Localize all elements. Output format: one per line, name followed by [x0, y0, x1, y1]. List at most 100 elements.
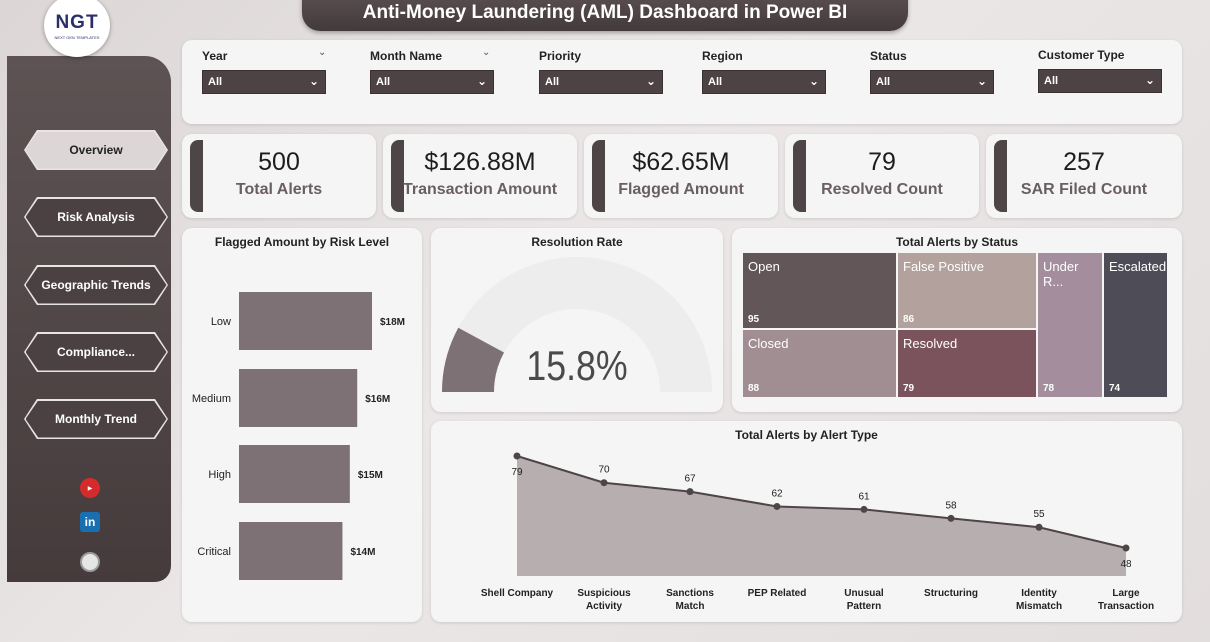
nav-overview[interactable]: Overview [24, 130, 168, 170]
treemap-cell-false-positive[interactable]: False Positive 86 [898, 253, 1036, 328]
nav-overview-label: Overview [69, 143, 123, 157]
resolution-rate-gauge [442, 257, 712, 392]
category-label: Match [676, 601, 705, 612]
risk-chart-title: Flagged Amount by Risk Level [214, 235, 390, 249]
kpi-label: Resolved Count [821, 181, 943, 198]
category-label: Critical [197, 546, 231, 558]
filter-month-select[interactable]: All ⌄ [370, 70, 494, 94]
kpi-accent-bar [592, 140, 605, 212]
data-label: 70 [598, 465, 610, 476]
data-label: $18M [380, 317, 405, 328]
sidebar: Overview Risk Analysis Geographic Trends… [7, 56, 171, 582]
alerts-by-type-card: Total Alerts by Alert Type 79 70 67 62 61 58 5… [431, 421, 1182, 622]
filter-region-label: Region [702, 49, 743, 63]
nav-geographic-trends[interactable]: Geographic Trends [24, 265, 168, 305]
kpi-accent-bar [190, 140, 203, 212]
data-label: 61 [858, 491, 870, 502]
kpi-flagged-amount: $62.65M Flagged Amount [584, 134, 778, 218]
data-label: 48 [1120, 559, 1132, 570]
gauge-title: Resolution Rate [531, 235, 623, 249]
kpi-resolved-count: 79 Resolved Count [785, 134, 979, 218]
data-point[interactable] [686, 488, 694, 496]
nav-risk-analysis-label: Risk Analysis [57, 210, 135, 224]
filter-customer-type-select[interactable]: All ⌄ [1038, 69, 1162, 93]
data-point[interactable] [1035, 523, 1043, 531]
globe-icon[interactable] [78, 550, 102, 574]
nav-risk-analysis[interactable]: Risk Analysis [24, 197, 168, 237]
filter-status-select[interactable]: All ⌄ [870, 70, 994, 94]
treemap-cell-open[interactable]: Open 95 [743, 253, 896, 328]
kpi-label: Transaction Amount [402, 181, 558, 198]
alerts-by-status-treemap: Open 95 False Positive 86 Under R... 78 Esc… [743, 253, 1167, 397]
series-line [516, 455, 1127, 549]
kpi-transaction-amount: $126.88M Transaction Amount [383, 134, 577, 218]
dashboard-title: Anti-Money Laundering (AML) Dashboard in… [302, 0, 908, 31]
kpi-value: 257 [1063, 148, 1105, 176]
kpi-sar-filed-count: 257 SAR Filed Count [986, 134, 1182, 218]
filter-priority-select[interactable]: All ⌄ [539, 70, 663, 94]
bar-low[interactable] [239, 292, 372, 350]
data-point[interactable] [860, 505, 868, 513]
nav-geographic-trends-label: Geographic Trends [41, 278, 151, 292]
gauge-fill [442, 327, 505, 392]
youtube-icon[interactable]: ▶ [78, 476, 102, 500]
chevron-down-icon: ⌄ [976, 74, 987, 88]
bar-high[interactable] [239, 445, 350, 503]
treemap-title: Total Alerts by Status [895, 235, 1019, 249]
filter-region-select[interactable]: All ⌄ [702, 70, 826, 94]
kpi-label: Flagged Amount [618, 181, 744, 198]
filter-status-label: Status [870, 49, 907, 63]
chevron-down-icon: ⌄ [808, 74, 819, 88]
chevron-down-icon[interactable]: ⌄ [318, 47, 327, 58]
area-chart-title: Total Alerts by Alert Type [735, 428, 878, 442]
ngt-logo: NGT NEXT GEN TEMPLATES [44, 0, 110, 57]
logo-text: NGT [55, 11, 99, 33]
area-fill [517, 456, 1126, 576]
data-label: 58 [945, 500, 957, 511]
category-label: Suspicious [577, 588, 631, 599]
chevron-down-icon[interactable]: ⌄ [482, 47, 491, 58]
data-point[interactable] [773, 502, 781, 510]
filters-panel: Year ⌄ All ⌄ Month Name ⌄ All ⌄ Priority A… [182, 40, 1182, 124]
data-point[interactable] [513, 452, 521, 460]
kpi-accent-bar [793, 140, 806, 212]
nav-monthly-trend[interactable]: Monthly Trend [24, 399, 168, 439]
treemap-cell-escalated[interactable]: Escalated 74 [1104, 253, 1167, 397]
category-label: Medium [192, 393, 231, 405]
kpi-accent-bar [994, 140, 1007, 212]
data-label: $14M [350, 547, 375, 558]
chevron-down-icon: ⌄ [476, 74, 487, 88]
kpi-label: Total Alerts [235, 181, 323, 198]
data-point[interactable] [947, 514, 955, 522]
nav-compliance[interactable]: Compliance... [24, 332, 168, 372]
category-label: Pattern [847, 601, 881, 612]
linkedin-icon[interactable]: in [78, 510, 102, 534]
logo-subtext: NEXT GEN TEMPLATES [54, 34, 100, 40]
category-label: Large [1112, 588, 1140, 599]
category-label: Identity [1021, 588, 1057, 599]
filter-year-label: Year [202, 49, 228, 63]
bar-critical[interactable] [239, 522, 343, 580]
treemap-cell-closed[interactable]: Closed 88 [743, 330, 896, 397]
data-label: 67 [684, 474, 696, 485]
data-point[interactable] [1122, 544, 1130, 552]
treemap-cell-resolved[interactable]: Resolved 79 [898, 330, 1036, 397]
kpi-value: $62.65M [632, 148, 730, 176]
dashboard-title-text: Anti-Money Laundering (AML) Dashboard in… [362, 1, 848, 23]
treemap-cell-under-review[interactable]: Under R... 78 [1038, 253, 1102, 397]
data-point[interactable] [600, 479, 608, 487]
category-label: Shell Company [481, 588, 554, 599]
risk-level-bar-chart: Low $18M Medium $16M High $15M Critical $14M [192, 292, 405, 580]
filter-year-select[interactable]: All ⌄ [202, 70, 326, 94]
data-label: 62 [771, 488, 783, 499]
filter-priority-label: Priority [539, 49, 582, 63]
bar-medium[interactable] [239, 369, 358, 427]
risk-level-chart-card: Flagged Amount by Risk Level Low $18M Medi… [182, 228, 422, 622]
alerts-by-status-card: Total Alerts by Status Open 95 False Posi… [732, 228, 1182, 412]
data-label: 55 [1033, 509, 1045, 520]
data-label: 79 [511, 467, 523, 478]
kpi-accent-bar [391, 140, 404, 212]
category-label: High [208, 469, 231, 481]
filter-customer-type-label: Customer Type [1038, 48, 1125, 62]
data-label: $15M [358, 470, 383, 481]
